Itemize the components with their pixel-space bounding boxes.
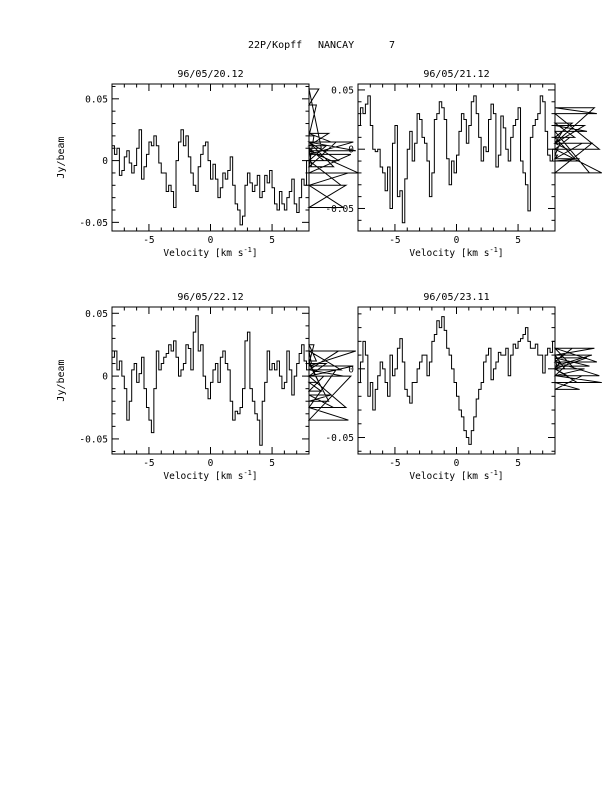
x-tick-label: 5: [269, 235, 275, 246]
header-number: 7: [389, 40, 395, 51]
y-tick-label: 0: [348, 364, 354, 375]
x-tick-label: 0: [208, 458, 214, 469]
header-object: 22P/Kopff: [248, 40, 302, 51]
panel-4-xlabel: Velocity [km s-1]: [409, 469, 503, 482]
panel-1-ylabel: Jy/beam: [56, 136, 67, 178]
panel-4-xlabel-main: Velocity [km s: [409, 471, 489, 482]
panel-2-xlabel-sup: -1: [489, 246, 497, 254]
x-tick-label: -5: [143, 235, 154, 246]
y-tick-label: 0.05: [85, 94, 108, 105]
panel-2-ticks: -5 0 5 -0.05 0 0.05: [325, 84, 556, 246]
panel-3-spectrum: [112, 315, 356, 446]
panel-1-xlabel-sup: -1: [243, 246, 251, 254]
panel-3-xlabel: Velocity [km s-1]: [163, 469, 257, 482]
header-station: NANCAY: [318, 40, 354, 51]
x-tick-label: 5: [269, 458, 275, 469]
y-tick-label: 0.05: [85, 309, 108, 320]
panel-2: 96/05/21.12 Velocity [km s-1] -5 0 5 -0.05 0…: [325, 69, 603, 259]
panel-2-xlabel-main: Velocity [km s: [409, 248, 489, 259]
panel-3-xlabel-sup: -1: [243, 469, 251, 477]
panel-3-ticks: -5 0 5 -0.05 0 0.05: [79, 307, 310, 469]
panel-3-frame: [111, 306, 310, 455]
panel-1-ticks: -5 0 5 -0.05 0 0.05: [79, 84, 310, 246]
panel-4-ticks: -5 0 5 -0.05 0: [325, 307, 556, 469]
panel-1-title: 96/05/20.12: [177, 69, 243, 80]
panel-3-xlabel-end: ]: [252, 471, 258, 482]
panel-4-spectrum: [358, 316, 602, 445]
x-tick-label: 5: [515, 458, 521, 469]
panel-1-xlabel-main: Velocity [km s: [163, 248, 243, 259]
panel-1-xlabel: Velocity [km s-1]: [163, 246, 257, 259]
panel-2-xlabel-end: ]: [498, 248, 504, 259]
x-tick-label: -5: [389, 235, 400, 246]
panel-4-xlabel-end: ]: [498, 471, 504, 482]
panel-4-xlabel-sup: -1: [489, 469, 497, 477]
panel-1-xlabel-end: ]: [252, 248, 258, 259]
y-tick-label: -0.05: [325, 433, 354, 444]
x-tick-label: 0: [208, 235, 214, 246]
y-tick-label: 0: [102, 156, 108, 167]
panel-3-title: 96/05/22.12: [177, 292, 243, 303]
page-header: 22P/Kopff NANCAY 7: [248, 40, 395, 51]
y-tick-label: -0.05: [79, 434, 108, 445]
y-tick-label: 0: [348, 145, 354, 156]
panel-3-ylabel: Jy/beam: [56, 359, 67, 401]
panel-2-title: 96/05/21.12: [423, 69, 489, 80]
panel-1: 96/05/20.12 Jy/beam Velocity [km s-1] -5…: [56, 69, 359, 259]
panel-3: 96/05/22.12 Jy/beam Velocity [km s-1] -5…: [56, 292, 356, 482]
x-tick-label: 5: [515, 235, 521, 246]
panel-2-xlabel: Velocity [km s-1]: [409, 246, 503, 259]
panel-2-spectrum: [358, 95, 603, 224]
y-tick-label: 0: [102, 372, 108, 383]
panel-1-spectrum: [112, 88, 359, 226]
panel-3-xlabel-main: Velocity [km s: [163, 471, 243, 482]
panel-4-title: 96/05/23.11: [423, 292, 489, 303]
y-tick-label: -0.05: [79, 218, 108, 229]
x-tick-label: 0: [454, 458, 460, 469]
panel-4: 96/05/23.11 Velocity [km s-1] -5 0 5 -0.05 0: [325, 292, 602, 482]
x-tick-label: -5: [143, 458, 154, 469]
y-tick-label: -0.05: [325, 204, 354, 215]
x-tick-label: -5: [389, 458, 400, 469]
y-tick-label: 0.05: [331, 85, 354, 96]
x-tick-label: 0: [454, 235, 460, 246]
